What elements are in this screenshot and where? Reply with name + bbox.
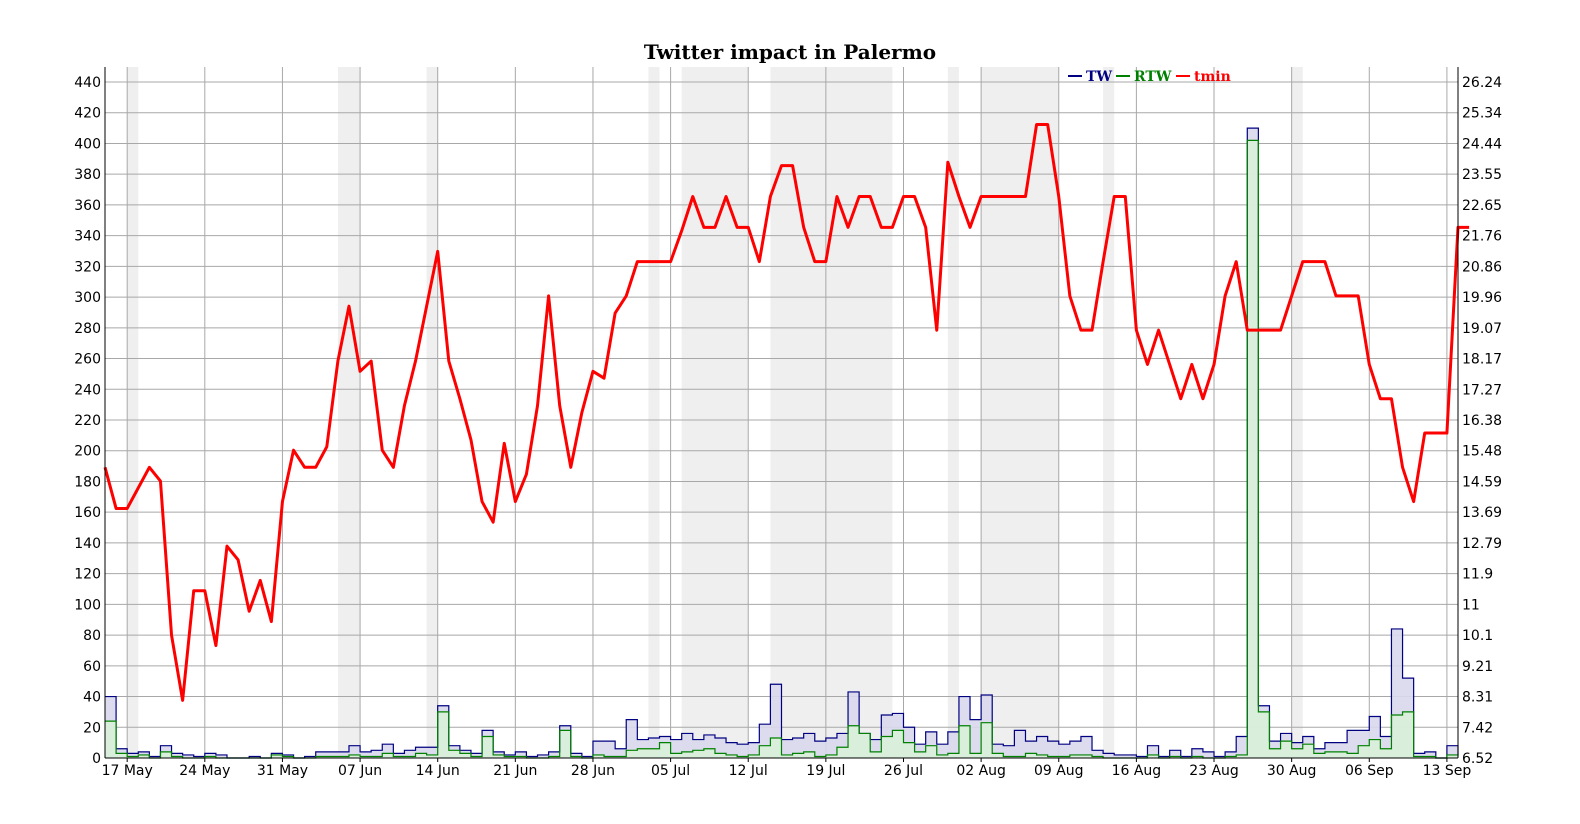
legend: TW RTW tmin: [1068, 69, 1231, 85]
y-left-tick-label: 400: [74, 136, 101, 152]
y-right-tick-label: 9.21: [1462, 659, 1493, 675]
y-right-tick-label: 7.42: [1462, 720, 1493, 736]
y-left-tick-label: 320: [74, 259, 101, 275]
y-left-tick-label: 100: [74, 597, 101, 613]
shaded-range: [947, 67, 959, 758]
y-left-tick-label: 420: [74, 106, 101, 122]
shaded-range: [1291, 67, 1303, 758]
weekend-shading: [127, 67, 1303, 758]
y-right-tick-label: 13.69: [1462, 505, 1502, 521]
y-right-tick-label: 10.1: [1462, 628, 1493, 644]
x-tick-label: 21 Jun: [493, 763, 537, 779]
series-line-rtw: [105, 139, 1459, 759]
x-tick-label: 09 Aug: [1034, 763, 1084, 779]
x-tick-label: 28 Jun: [571, 763, 615, 779]
x-tick-label: 23 Aug: [1189, 763, 1239, 779]
y-right-tick-label: 20.86: [1462, 259, 1502, 275]
y-right-tick-label: 11: [1462, 597, 1480, 613]
y-left-tick-label: 160: [74, 505, 101, 521]
x-tick-label: 05 Jul: [651, 763, 690, 779]
y-left-tick-label: 360: [74, 198, 101, 214]
series-line-tmin: [103, 123, 1470, 702]
axes: [104, 67, 1459, 759]
y-left-tick-label: 260: [74, 352, 101, 368]
x-tick-label: 12 Jul: [729, 763, 768, 779]
x-tick-label: 06 Sep: [1345, 763, 1394, 779]
legend-item-rtw: RTW: [1116, 69, 1172, 85]
shaded-range: [681, 67, 749, 758]
legend-item-tw: TW: [1068, 69, 1112, 85]
legend-item-tmin: tmin: [1176, 69, 1231, 85]
y-left-tick-label: 440: [74, 75, 101, 91]
x-tick-label: 31 May: [257, 763, 308, 779]
x-tick-label: 07 Jun: [338, 763, 382, 779]
shaded-range: [127, 67, 139, 758]
x-tick-label: 14 Jun: [416, 763, 460, 779]
y-right-tick-label: 11.9: [1462, 567, 1493, 583]
x-tick-label: 17 May: [102, 763, 153, 779]
y-left-tick-label: 140: [74, 536, 101, 552]
y-left-tick-label: 20: [83, 720, 101, 736]
y-left-tick-label: 0: [92, 751, 101, 767]
x-tick-label: 19 Jul: [806, 763, 845, 779]
y-right-tick-label: 25.34: [1462, 106, 1502, 122]
x-tick-label: 16 Aug: [1112, 763, 1162, 779]
y-left-tick-label: 180: [74, 474, 101, 490]
y-left-tick-label: 380: [74, 167, 101, 183]
y-right-tick-label: 24.44: [1462, 136, 1502, 152]
y-right-tick-label: 22.65: [1462, 198, 1502, 214]
x-tick-label: 30 Aug: [1267, 763, 1317, 779]
x-tick-label: 26 Jul: [884, 763, 923, 779]
legend-label-tw: TW: [1086, 69, 1112, 85]
y-left-tick-label: 200: [74, 444, 101, 460]
y-right-ticks: 6.52 7.42 8.31 9.21 10.1 11 11.9 12.79 13.69 14.5…: [1462, 75, 1502, 767]
grid-lines: [105, 67, 1458, 759]
y-right-tick-label: 21.76: [1462, 229, 1502, 245]
y-left-tick-label: 280: [74, 321, 101, 337]
x-tick-label: 13 Sep: [1423, 763, 1472, 779]
shaded-range: [1103, 67, 1115, 758]
legend-label-tmin: tmin: [1194, 69, 1231, 85]
shaded-range: [648, 67, 660, 758]
y-left-tick-label: 240: [74, 382, 101, 398]
shaded-range: [981, 67, 1059, 758]
y-right-tick-label: 23.55: [1462, 167, 1502, 183]
y-right-tick-label: 12.79: [1462, 536, 1502, 552]
shaded-range: [426, 67, 438, 758]
y-left-tick-label: 120: [74, 567, 101, 583]
x-ticks: 17 May 24 May 31 May 07 Jun 14 Jun 21 Jun 28 J…: [102, 758, 1472, 779]
x-tick-label: 02 Aug: [956, 763, 1006, 779]
y-left-tick-label: 220: [74, 413, 101, 429]
y-left-tick-label: 300: [74, 290, 101, 306]
y-left-tick-label: 340: [74, 229, 101, 245]
y-right-tick-label: 19.96: [1462, 290, 1502, 306]
y-left-tick-label: 60: [83, 659, 101, 675]
series-lines: [103, 123, 1470, 759]
y-right-tick-label: 19.07: [1462, 321, 1502, 337]
y-right-tick-label: 8.31: [1462, 690, 1493, 706]
y-right-tick-label: 18.17: [1462, 352, 1502, 368]
x-tick-label: 24 May: [179, 763, 230, 779]
y-left-tick-label: 40: [83, 690, 101, 706]
series-line-tw: [105, 127, 1459, 759]
y-right-tick-label: 15.48: [1462, 444, 1502, 460]
y-right-tick-label: 26.24: [1462, 75, 1502, 91]
y-left-tick-label: 80: [83, 628, 101, 644]
y-left-ticks: 0 20 40 60 80 100 120 140 160 180 200 220 240 260 280 3…: [74, 75, 101, 767]
y-right-tick-label: 16.38: [1462, 413, 1502, 429]
shaded-range: [770, 67, 893, 758]
y-right-tick-label: 14.59: [1462, 474, 1502, 490]
y-right-tick-label: 17.27: [1462, 382, 1502, 398]
shaded-range: [337, 67, 361, 758]
y-right-tick-label: 6.52: [1462, 751, 1493, 767]
legend-label-rtw: RTW: [1134, 69, 1172, 85]
chart-title: Twitter impact in Palermo: [644, 40, 936, 64]
